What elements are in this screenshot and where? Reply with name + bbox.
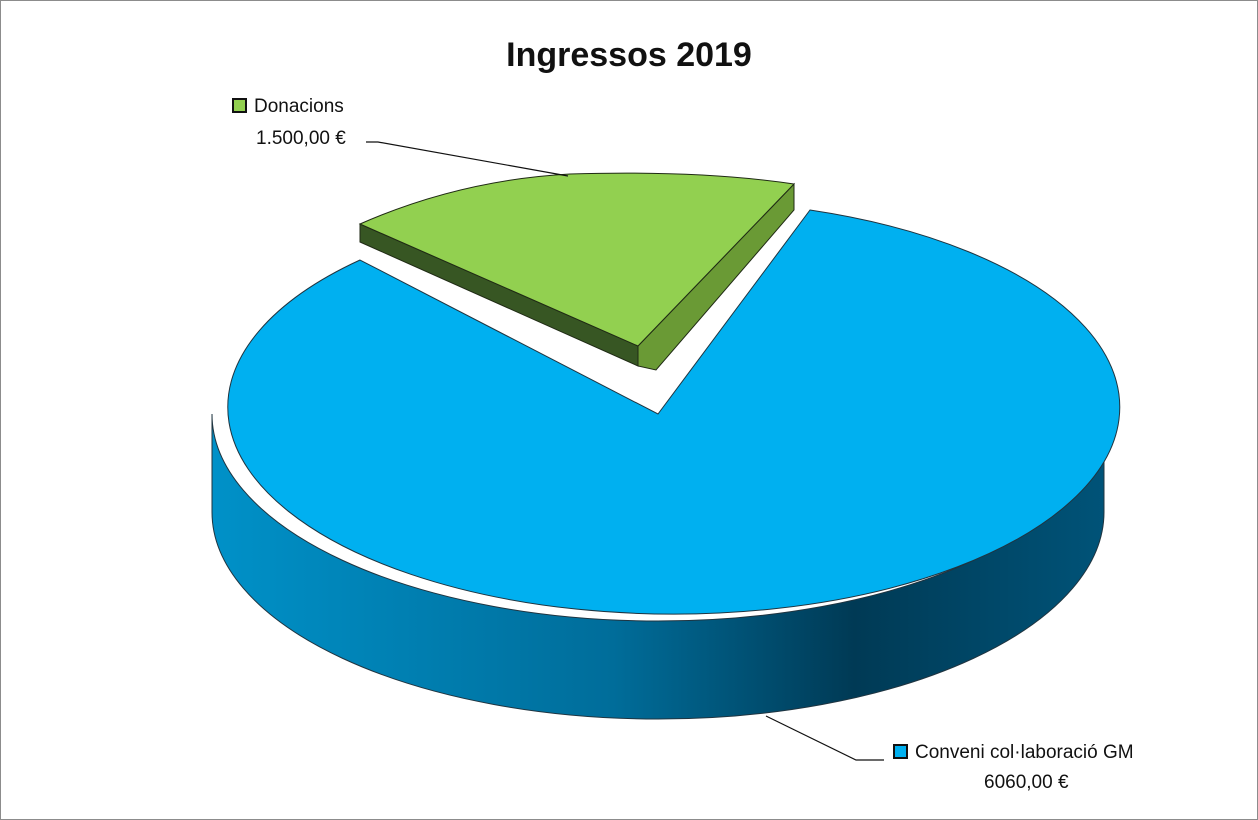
data-value-donacions: 1.500,00 € [256,128,346,149]
chart-title: Ingressos 2019 [506,36,752,74]
slice-conveni-top [227,209,1121,615]
slice-donacions-top [358,172,796,347]
leader-line-conveni [765,715,884,761]
legend-swatch-donacions [232,98,247,113]
data-label-conveni: Conveni col·laboració GM [893,742,1134,764]
slice-conveni-side [211,413,1105,720]
data-value-conveni: 6060,00 € [984,772,1069,793]
data-label-donacions: Donacions [232,96,344,118]
legend-swatch-conveni [893,744,908,759]
slice-label-donacions: Donacions [254,96,344,117]
leader-line-donacions [366,141,569,177]
slice-label-conveni: Conveni col·laboració GM [915,742,1134,763]
